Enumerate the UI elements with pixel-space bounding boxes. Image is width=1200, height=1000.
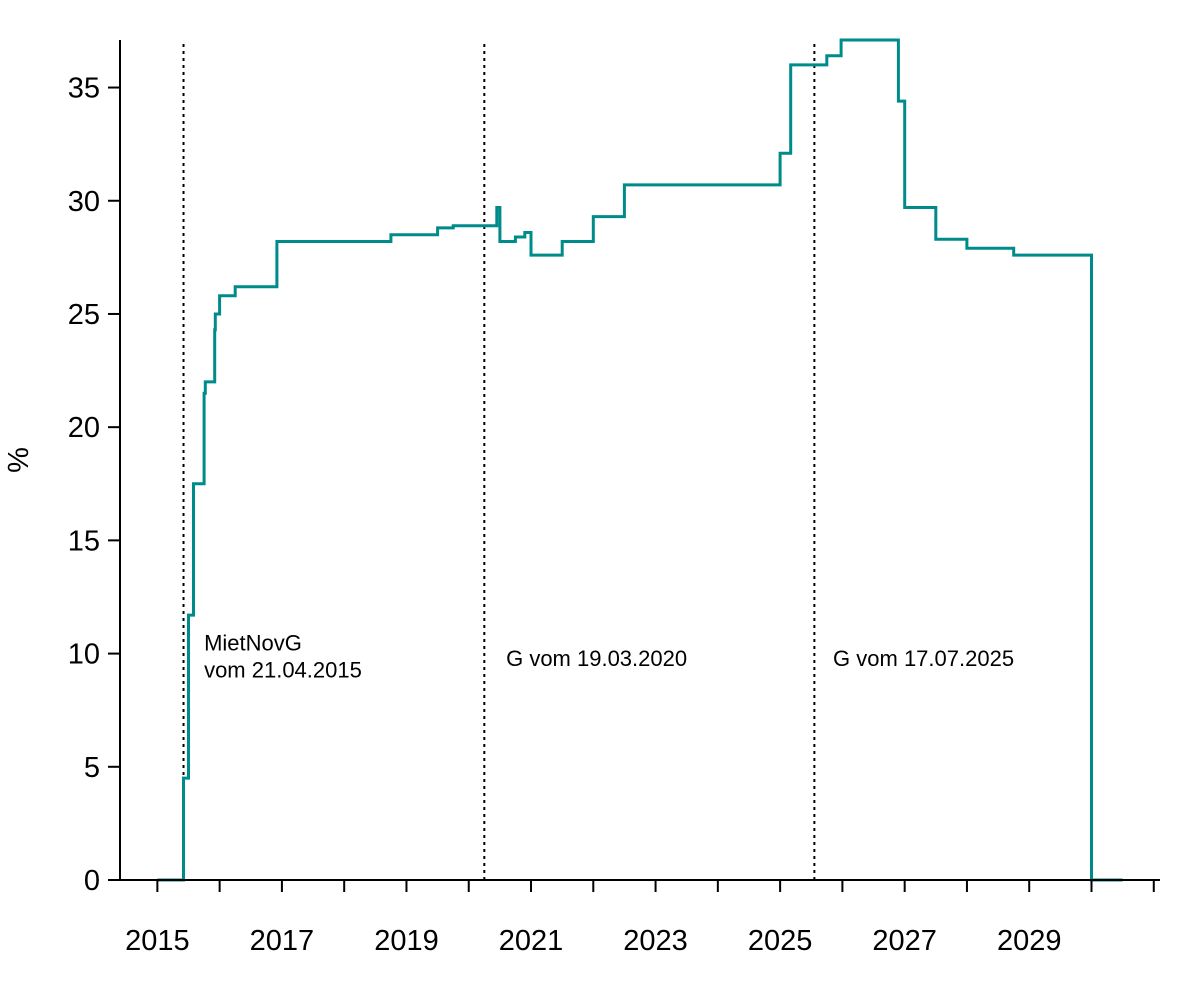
x-tick-label: 2019 bbox=[374, 925, 439, 957]
x-tick-label: 2027 bbox=[872, 925, 937, 957]
x-tick-label: 2025 bbox=[748, 925, 813, 957]
reference-line-label: G vom 19.03.2020 bbox=[506, 646, 687, 671]
y-tick-label: 15 bbox=[68, 525, 100, 557]
y-tick-label: 0 bbox=[84, 865, 100, 897]
y-tick-label: 5 bbox=[84, 752, 100, 784]
reference-line-label: vom 21.04.2015 bbox=[204, 657, 362, 682]
y-tick-label: 35 bbox=[68, 73, 100, 105]
series-line bbox=[157, 38, 1123, 882]
reference-line-label: MietNovG bbox=[204, 630, 302, 655]
x-tick-label: 2015 bbox=[125, 925, 190, 957]
reference-lines bbox=[182, 44, 816, 880]
y-axis-title: % bbox=[3, 447, 35, 473]
x-ticks: 2015 2017 2019 2021 2023 2025 2027 2029 bbox=[125, 880, 1155, 957]
x-tick-label: 2017 bbox=[250, 925, 315, 957]
x-tick-label: 2023 bbox=[623, 925, 688, 957]
y-ticks: 0 5 10 15 20 25 30 35 bbox=[68, 73, 120, 897]
y-tick-label: 20 bbox=[68, 412, 100, 444]
x-tick-label: 2029 bbox=[997, 925, 1062, 957]
y-tick-label: 10 bbox=[68, 639, 100, 671]
y-tick-label: 25 bbox=[68, 299, 100, 331]
series-layer bbox=[157, 38, 1123, 882]
x-tick-label: 2021 bbox=[499, 925, 564, 957]
y-tick-label: 30 bbox=[68, 186, 100, 218]
reference-line-label: G vom 17.07.2025 bbox=[833, 646, 1014, 671]
